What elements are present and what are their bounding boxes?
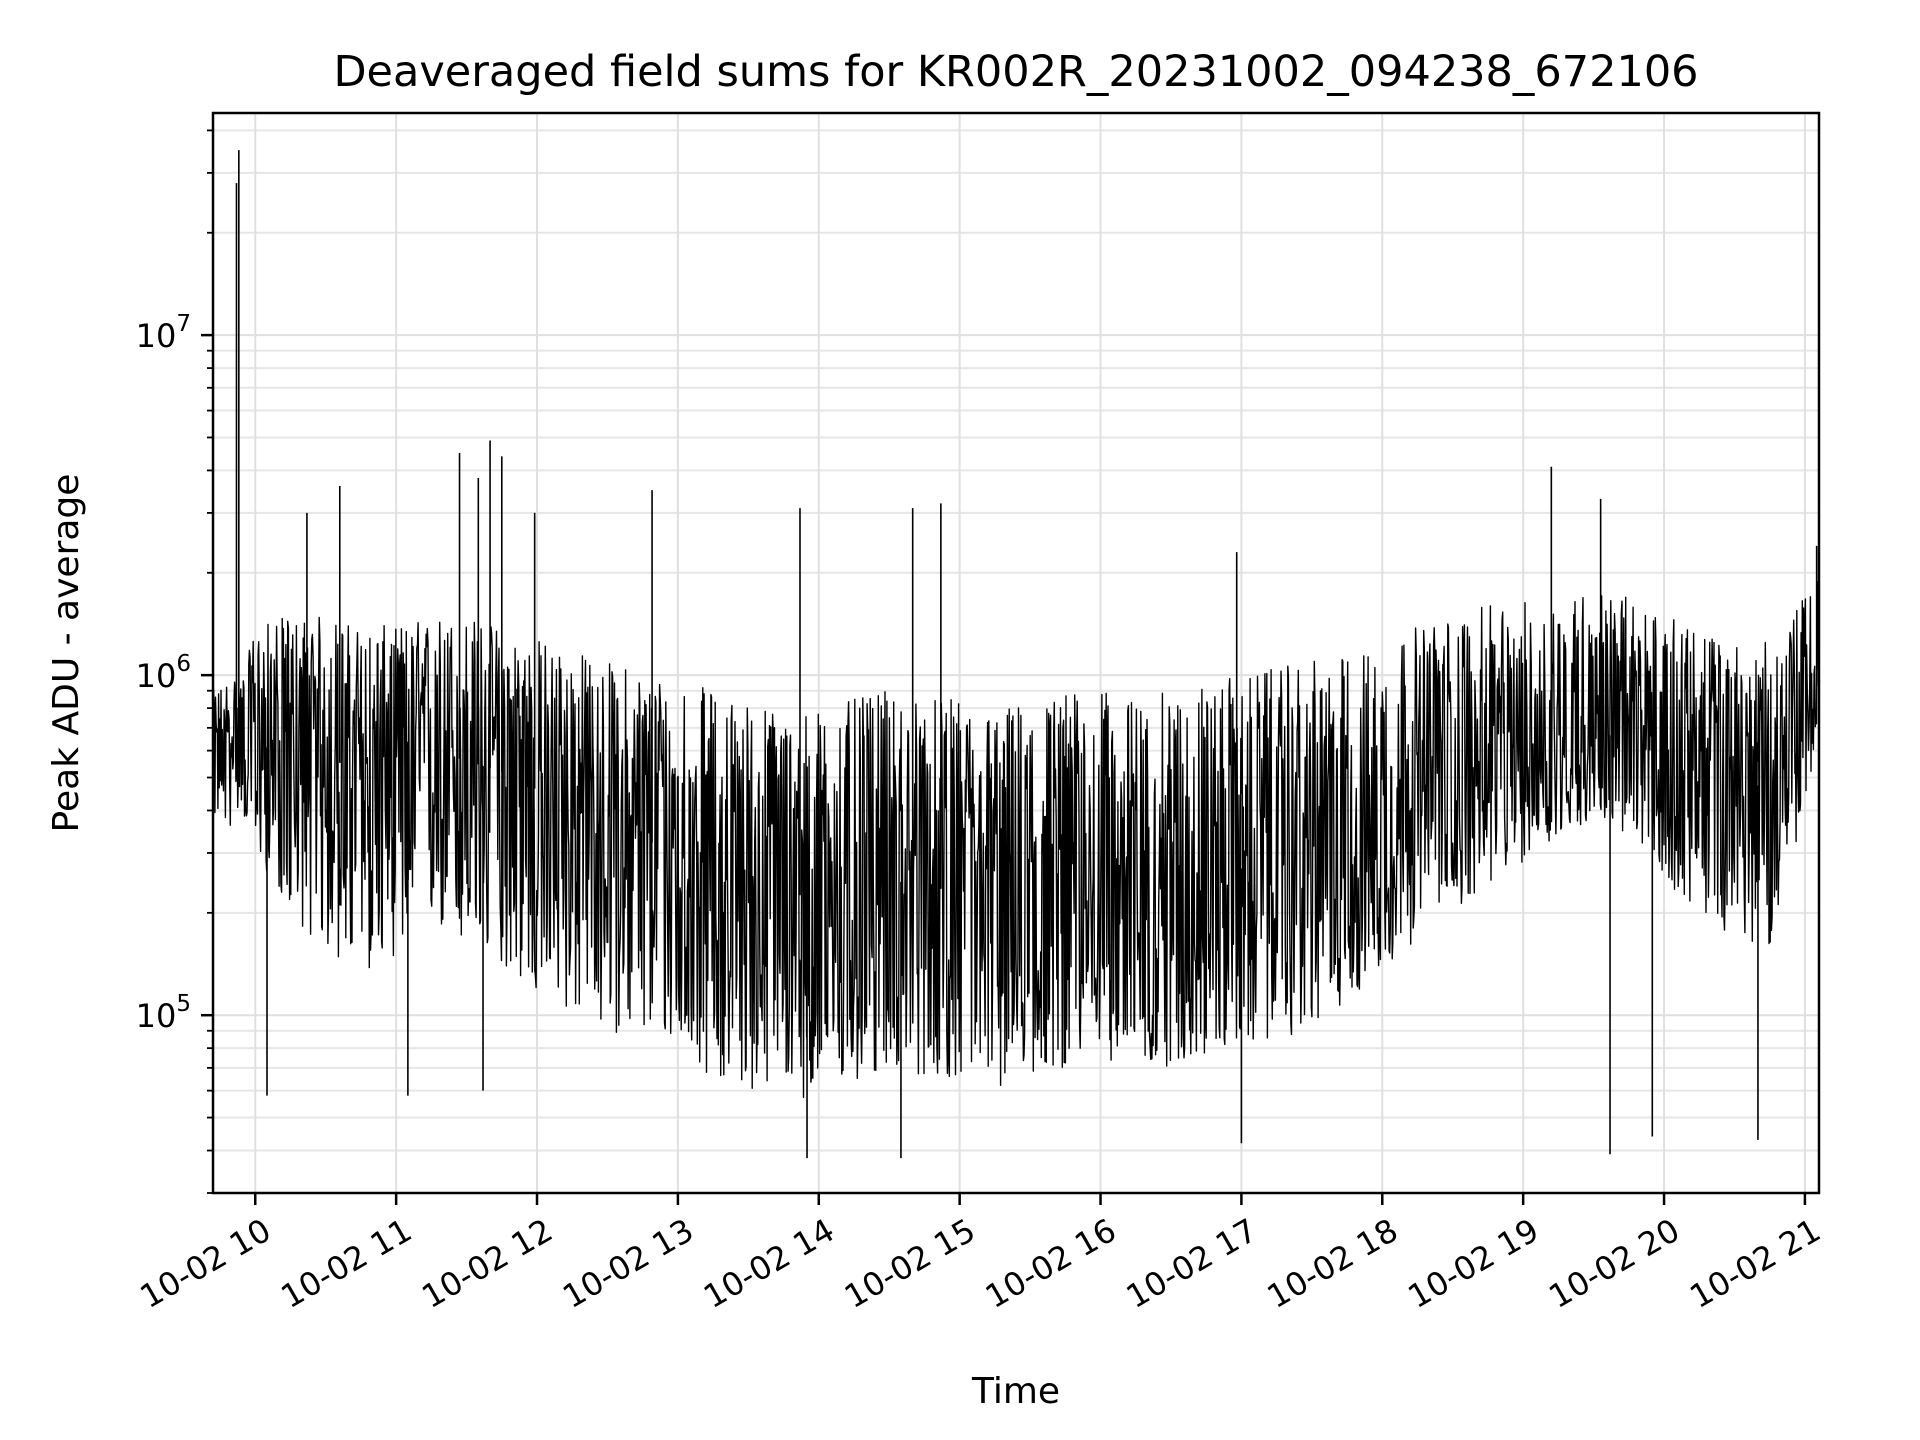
y-axis-title: Peak ADU - average (46, 474, 87, 833)
y-tick-exponent: 6 (176, 651, 191, 677)
plot-frame (211, 111, 1821, 1195)
y-tick-label: 107 (136, 311, 191, 355)
y-tick-label: 105 (136, 991, 191, 1035)
x-axis-title: Time (971, 1371, 1060, 1412)
series-layer (213, 150, 1819, 1159)
y-tick-base: 10 (136, 657, 177, 695)
y-tick-base: 10 (136, 317, 177, 355)
y-tick-exponent: 5 (176, 991, 191, 1017)
y-tick-exponent: 7 (176, 311, 191, 337)
series-line (213, 580, 1819, 1099)
y-tick-base: 10 (136, 997, 177, 1035)
chart-title: Deaveraged field sums for KR002R_2023100… (333, 47, 1698, 97)
y-tick-label: 106 (136, 651, 191, 695)
